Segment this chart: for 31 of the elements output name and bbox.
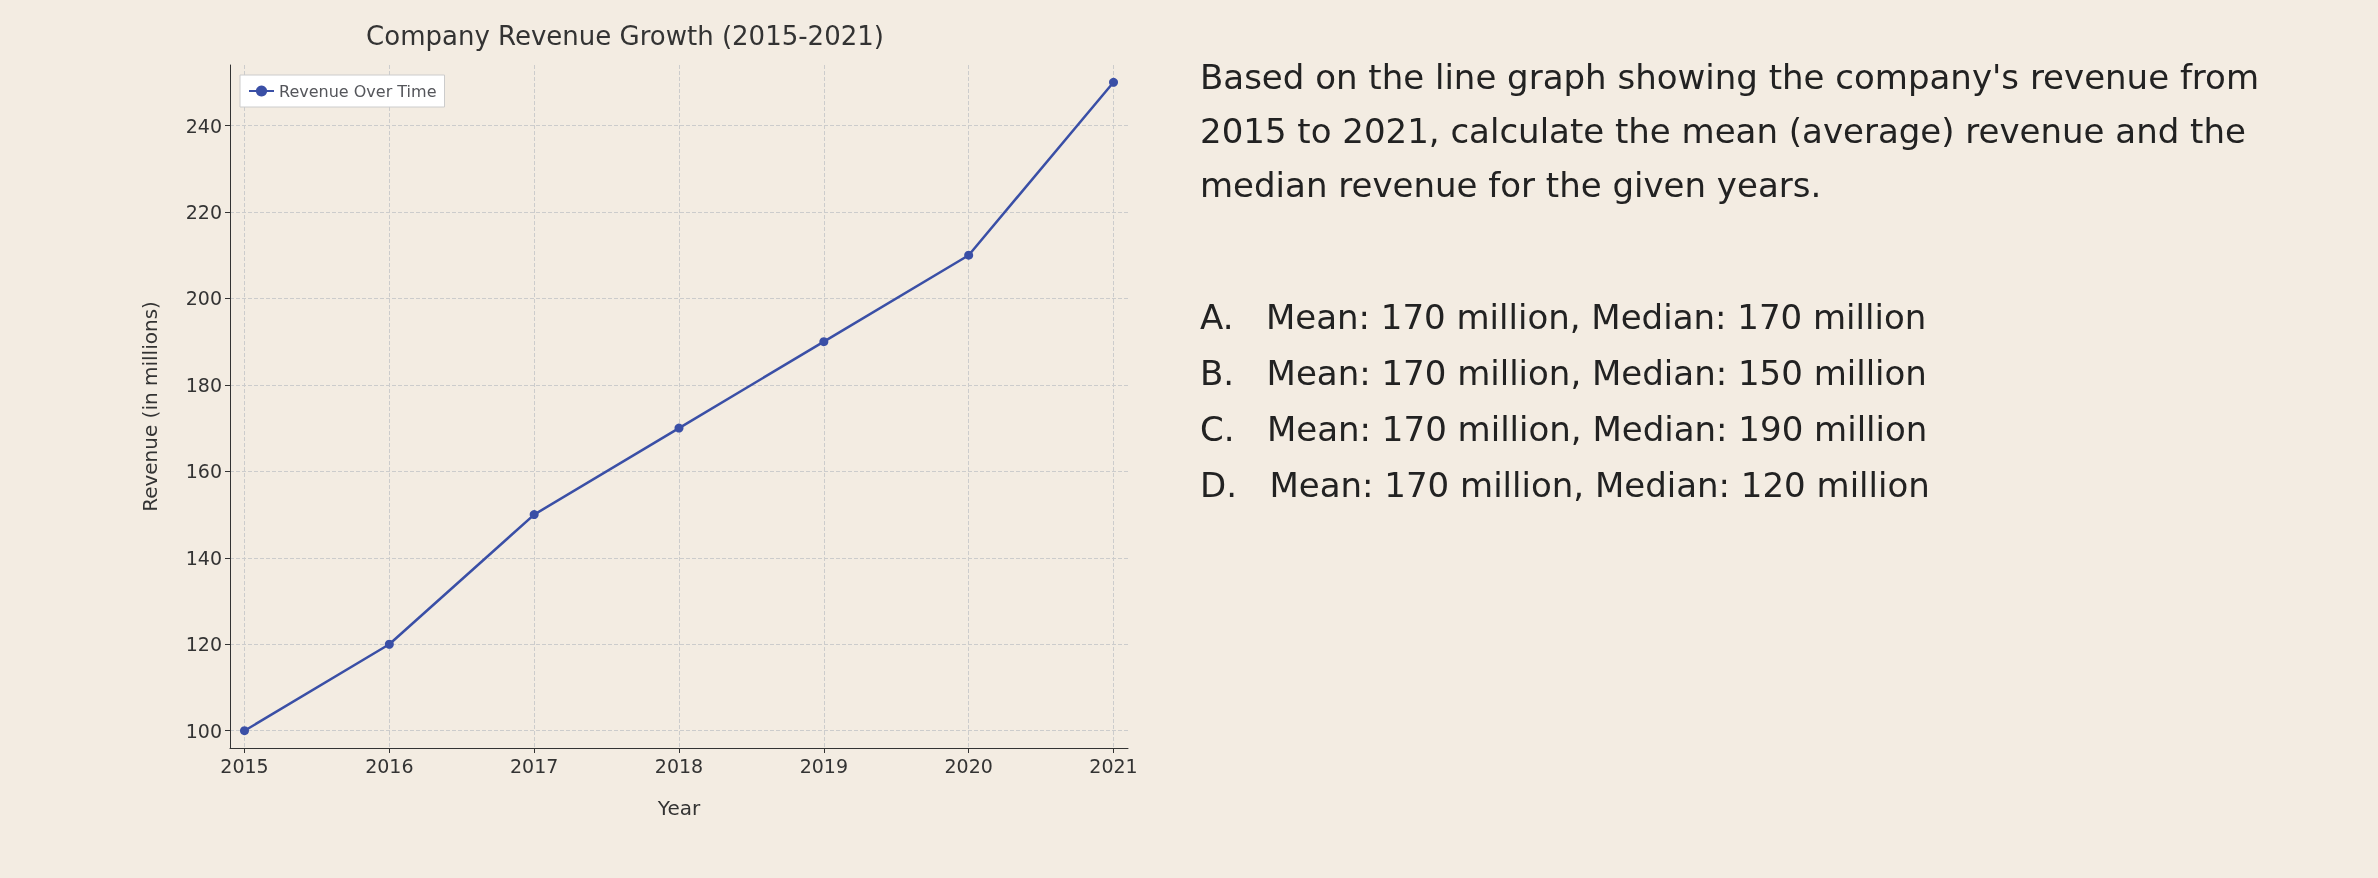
point: [384, 639, 394, 649]
x-tick-label: 2018: [654, 754, 704, 777]
x-tick-label: 2020: [944, 754, 993, 777]
y-tick-label: 160: [185, 460, 222, 483]
y-tick-label: 140: [185, 546, 222, 569]
point: [239, 726, 249, 736]
point: [529, 510, 539, 520]
point: [964, 250, 974, 260]
y-axis-title: Revenue (in millions): [138, 301, 162, 512]
y-tick-label: 220: [185, 200, 222, 223]
point: [819, 337, 829, 347]
legend-label: Revenue Over Time: [279, 81, 437, 101]
point: [674, 423, 684, 433]
text: A. Mean: 170 million, Median: 170 million: [1200, 297, 1927, 337]
text: C. Mean: 170 million, Median: 190 million: [1200, 409, 1928, 449]
chart-title: Company Revenue Growth (2015-2021): [366, 21, 884, 51]
y-tick-label: 200: [185, 287, 222, 310]
x-tick-label: 2021: [1089, 754, 1138, 777]
point: [1109, 77, 1119, 87]
y-tick-label: 240: [185, 114, 222, 137]
y-tick-label: 120: [185, 633, 222, 656]
y-tick-label: 180: [185, 373, 222, 396]
x-tick-label: 2019: [799, 754, 849, 777]
x-tick-label: 2017: [509, 754, 559, 777]
text: Based on the line graph showing the company's revenue from 2015 to 2021, calculate the mean (average) revenue and the median revenue for the given years.: [1200, 57, 2270, 205]
text: D. Mean: 170 million, Median: 120 million: [1200, 465, 1930, 505]
y-tick-label: 100: [185, 719, 222, 742]
x-axis-title: Year: [656, 796, 701, 820]
x-tick-label: 2016: [365, 754, 414, 777]
text: B. Mean: 170 million, Median: 150 million: [1200, 353, 1927, 393]
x-tick-label: 2015: [220, 754, 269, 777]
